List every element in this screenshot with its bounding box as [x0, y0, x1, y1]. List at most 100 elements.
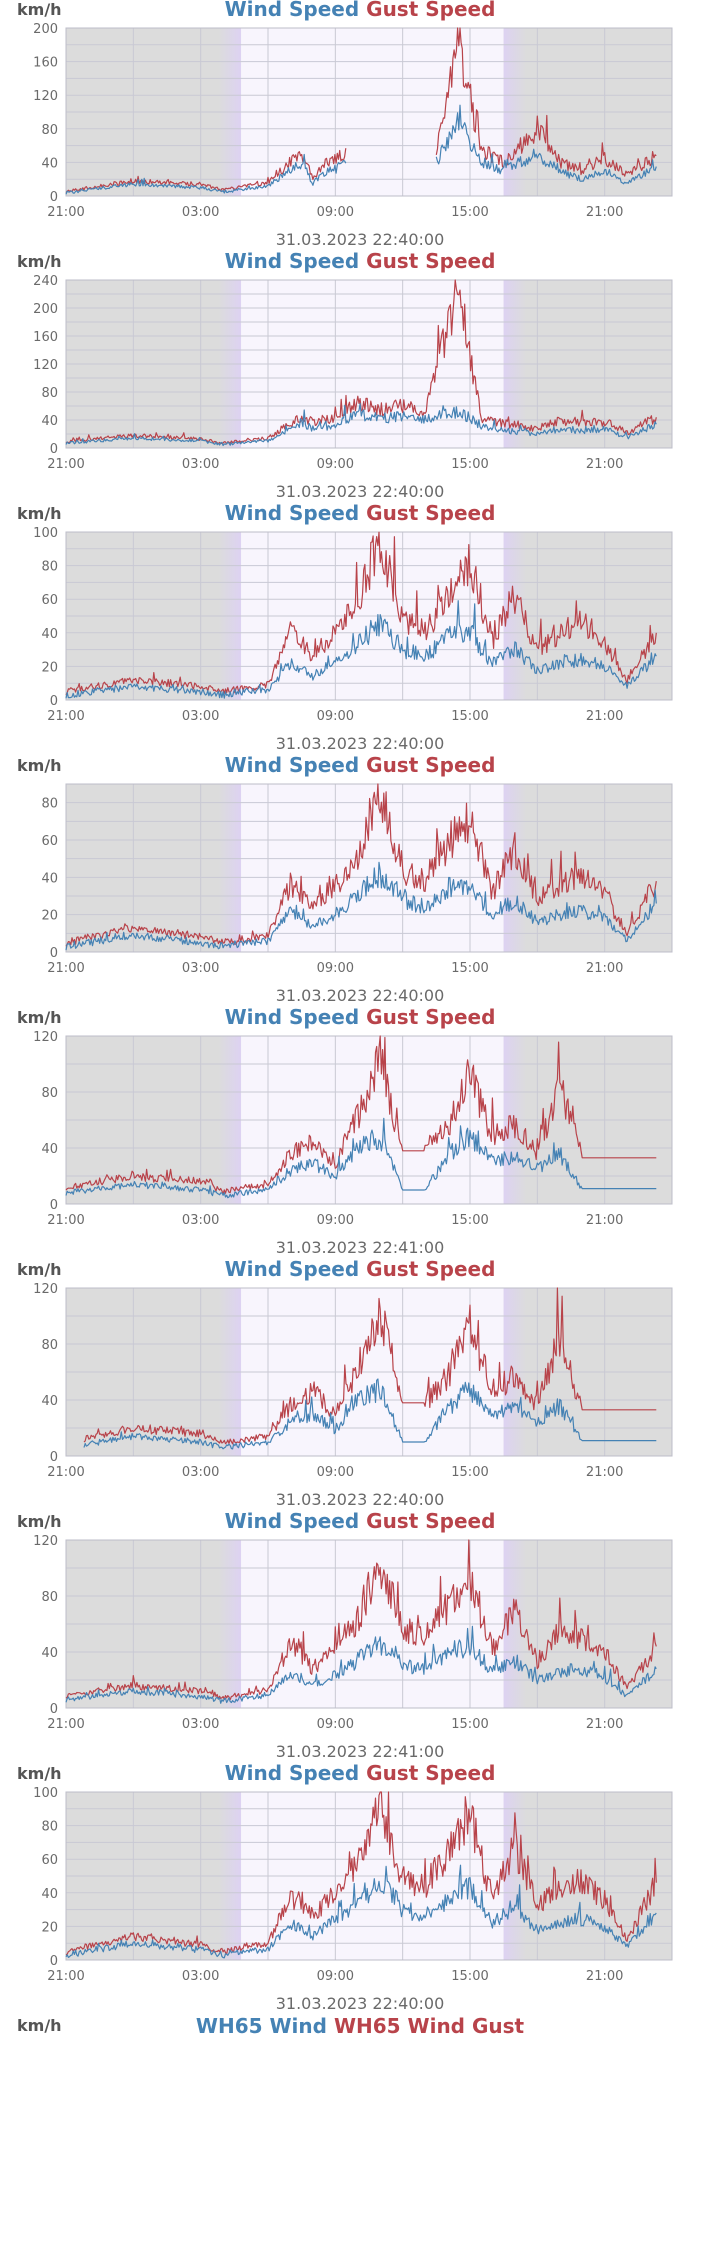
chart-timestamp: 31.03.2023 22:40:00 — [275, 986, 445, 1005]
chart-plot: 0 40 80 120 21:00 03:00 09:00 15:00 21:00 — [33, 1534, 673, 1732]
plot-border — [65, 531, 673, 701]
y-tick-label: 80 — [41, 1086, 58, 1101]
y-axis-unit: km/h — [17, 2016, 62, 2035]
x-tick-label: 09:00 — [317, 961, 354, 976]
y-tick-label: 80 — [41, 386, 58, 401]
y-tick-label: 80 — [41, 123, 58, 138]
y-axis-unit: km/h — [17, 252, 62, 271]
x-tick-label: 03:00 — [182, 1717, 219, 1732]
y-axis-unit: km/h — [17, 1512, 62, 1531]
series-wind-speed-line — [65, 1625, 657, 1704]
y-tick-label: 40 — [41, 414, 58, 429]
y-tick-label: 120 — [33, 358, 58, 373]
x-tick-label: 15:00 — [451, 1465, 488, 1480]
y-tick-label: 0 — [50, 1954, 58, 1969]
chart-plot: 0 40 80 120 21:00 03:00 09:00 15:00 21:00 — [33, 1282, 673, 1480]
x-tick-label: 21:00 — [586, 1465, 623, 1480]
chart-plot: 0 20 40 60 80 21:00 03:00 09:00 15:00 21:00 — [41, 783, 673, 976]
chart-title: Wind Speed Gust Speed — [0, 1005, 720, 1029]
x-tick-label: 21:00 — [586, 1969, 623, 1984]
x-tick-label: 21:00 — [47, 709, 84, 724]
y-axis-unit: km/h — [17, 1008, 62, 1027]
x-tick-label: 21:00 — [586, 709, 623, 724]
chart-timestamp: 31.03.2023 22:41:00 — [275, 1238, 445, 1257]
chart-timestamp: 31.03.2023 22:40:00 — [275, 1994, 445, 2013]
legend-gust-speed: Gust Speed — [366, 1509, 496, 1533]
x-tick-label: 21:00 — [586, 961, 623, 976]
legend-gust-speed: Gust Speed — [366, 501, 496, 525]
y-tick-label: 200 — [33, 22, 58, 37]
y-tick-label: 0 — [50, 1450, 58, 1465]
x-tick-label: 21:00 — [586, 1213, 623, 1228]
y-tick-label: 20 — [41, 660, 58, 675]
series-wind-speed-line — [65, 1117, 657, 1199]
y-tick-label: 200 — [33, 302, 58, 317]
chart-timestamp: 31.03.2023 22:40:00 — [275, 230, 445, 249]
y-tick-label: 80 — [41, 797, 58, 812]
legend-wind-speed: Wind Speed — [224, 1761, 360, 1785]
chart-timestamp: 31.03.2023 22:40:00 — [275, 734, 445, 753]
y-tick-label: 100 — [33, 1786, 58, 1801]
series-wind-speed-line — [83, 1378, 657, 1450]
y-tick-label: 40 — [41, 627, 58, 642]
y-tick-label: 20 — [41, 1920, 58, 1935]
y-tick-label: 40 — [41, 871, 58, 886]
chart-panel: km/h Wind Speed Gust Speed 31.03.2023 22:4… — [0, 1005, 720, 1260]
x-tick-label: 15:00 — [451, 709, 488, 724]
series-wind-speed-line — [65, 600, 657, 699]
legend-wind-speed: Wind Speed — [224, 501, 360, 525]
x-tick-label: 03:00 — [182, 205, 219, 220]
chart-plot: 0 40 80 120 21:00 03:00 09:00 15:00 21:00 — [33, 1030, 673, 1228]
y-tick-label: 40 — [41, 1142, 58, 1157]
y-tick-label: 40 — [41, 1394, 58, 1409]
legend-wind-speed: Wind Speed — [224, 0, 360, 21]
x-tick-label: 21:00 — [47, 205, 84, 220]
legend-wind-speed: WH65 Wind — [195, 2014, 327, 2038]
y-tick-label: 0 — [50, 190, 58, 205]
x-tick-label: 15:00 — [451, 1717, 488, 1732]
y-tick-label: 80 — [41, 1590, 58, 1605]
chart-panel: km/h WH65 Wind WH65 Wind Gust — [0, 2014, 720, 2268]
x-tick-label: 21:00 — [47, 457, 84, 472]
x-tick-label: 03:00 — [182, 709, 219, 724]
y-tick-label: 0 — [50, 946, 58, 961]
chart-title: Wind Speed Gust Speed — [0, 753, 720, 777]
x-tick-label: 21:00 — [47, 1717, 84, 1732]
y-tick-label: 80 — [41, 1338, 58, 1353]
x-tick-label: 03:00 — [182, 1213, 219, 1228]
y-tick-label: 120 — [33, 1282, 58, 1297]
chart-title: Wind Speed Gust Speed — [0, 249, 720, 273]
legend-gust-speed: Gust Speed — [366, 1005, 496, 1029]
x-tick-label: 03:00 — [182, 457, 219, 472]
y-tick-label: 0 — [50, 1198, 58, 1213]
chart-timestamp: 31.03.2023 22:40:00 — [275, 1490, 445, 1509]
x-tick-label: 09:00 — [317, 1465, 354, 1480]
x-tick-label: 21:00 — [586, 1717, 623, 1732]
y-tick-label: 80 — [41, 560, 58, 575]
y-axis-unit: km/h — [17, 1764, 62, 1783]
twilight-band — [218, 784, 242, 952]
legend-wind-speed: Wind Speed — [224, 1509, 360, 1533]
legend-gust-speed: Gust Speed — [366, 0, 496, 21]
chart-plot: 0 40 80 120 160 200 21:00 03:00 09:00 15:00 21:00 — [33, 22, 673, 220]
chart-panel: km/h Wind Speed Gust Speed 31.03.2023 22:4… — [0, 1509, 720, 1764]
y-tick-label: 60 — [41, 1853, 58, 1868]
plot-border — [65, 783, 673, 953]
x-tick-label: 09:00 — [317, 457, 354, 472]
y-tick-label: 240 — [33, 274, 58, 289]
chart-panel: km/h Wind Speed Gust Speed 31.03.2023 22:4… — [0, 753, 720, 1008]
x-tick-label: 09:00 — [317, 1969, 354, 1984]
series-gust-speed-line — [65, 531, 657, 696]
y-axis-unit: km/h — [17, 504, 62, 523]
y-tick-label: 80 — [41, 1820, 58, 1835]
x-tick-label: 03:00 — [182, 961, 219, 976]
chart-title: Wind Speed Gust Speed — [0, 1257, 720, 1281]
chart-title: Wind Speed Gust Speed — [0, 1509, 720, 1533]
plot-border — [65, 1791, 673, 1961]
plot-border — [65, 279, 673, 449]
x-tick-label: 21:00 — [47, 1465, 84, 1480]
series-gust-speed-line — [65, 279, 657, 445]
x-tick-label: 21:00 — [47, 1213, 84, 1228]
chart-title: WH65 Wind WH65 Wind Gust — [0, 2014, 720, 2038]
x-tick-label: 09:00 — [317, 205, 354, 220]
